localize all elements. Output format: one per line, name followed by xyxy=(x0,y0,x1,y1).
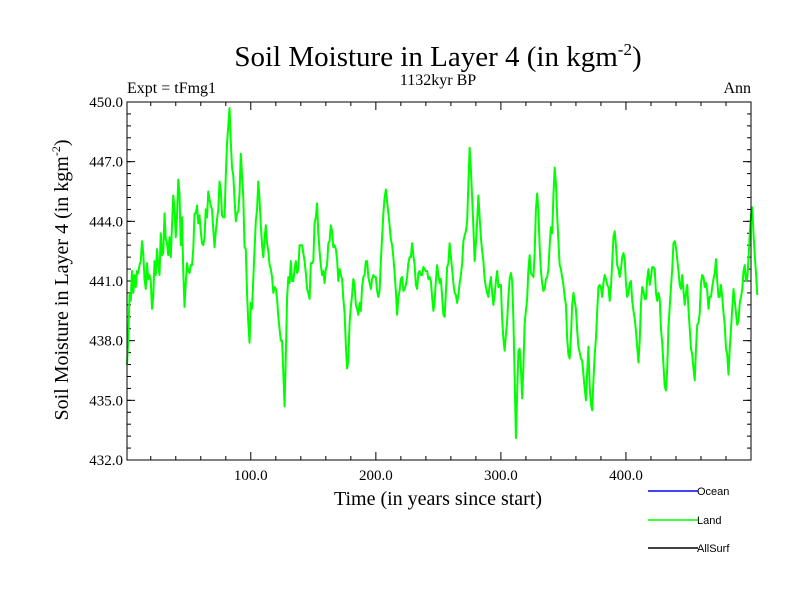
chart-title: Soil Moisture in Layer 4 (in kgm-2) xyxy=(234,40,641,73)
season-label: Ann xyxy=(723,80,751,97)
x-tick-label: 300.0 xyxy=(484,468,518,484)
y-tick-label: 435.0 xyxy=(89,393,123,409)
x-tick-label: 100.0 xyxy=(234,468,268,484)
x-axis-label: Time (in years since start) xyxy=(334,488,542,510)
y-tick-label: 447.0 xyxy=(89,155,123,171)
y-tick-label: 444.0 xyxy=(89,214,123,230)
x-tick-label: 400.0 xyxy=(609,468,643,484)
legend-label-land: Land xyxy=(697,515,721,527)
plot-frame xyxy=(126,101,752,461)
x-axis-ticks: 100.0 200.0 300.0 400.0 xyxy=(150,102,727,484)
y-tick-label: 438.0 xyxy=(89,334,123,350)
experiment-label: Expt = tFmg1 xyxy=(127,80,216,97)
y-tick-label: 441.0 xyxy=(89,274,123,290)
chart-subtitle: 1132kyr BP xyxy=(400,72,476,89)
legend-label-allsurf: AllSurf xyxy=(697,543,730,555)
y-tick-label: 450.0 xyxy=(89,95,123,111)
series-layer xyxy=(126,106,759,440)
legend-label-ocean: Ocean xyxy=(697,486,729,498)
legend: Ocean Land AllSurf xyxy=(648,486,730,555)
series-line-land xyxy=(126,106,759,440)
y-axis-label: Soil Moisture in Layer 4 (in kgm-2) xyxy=(49,139,73,420)
y-axis-ticks: 432.0 435.0 438.0 441.0 444.0 447.0 450.0 xyxy=(89,95,751,469)
y-tick-label: 432.0 xyxy=(89,453,123,469)
x-tick-label: 200.0 xyxy=(359,468,393,484)
